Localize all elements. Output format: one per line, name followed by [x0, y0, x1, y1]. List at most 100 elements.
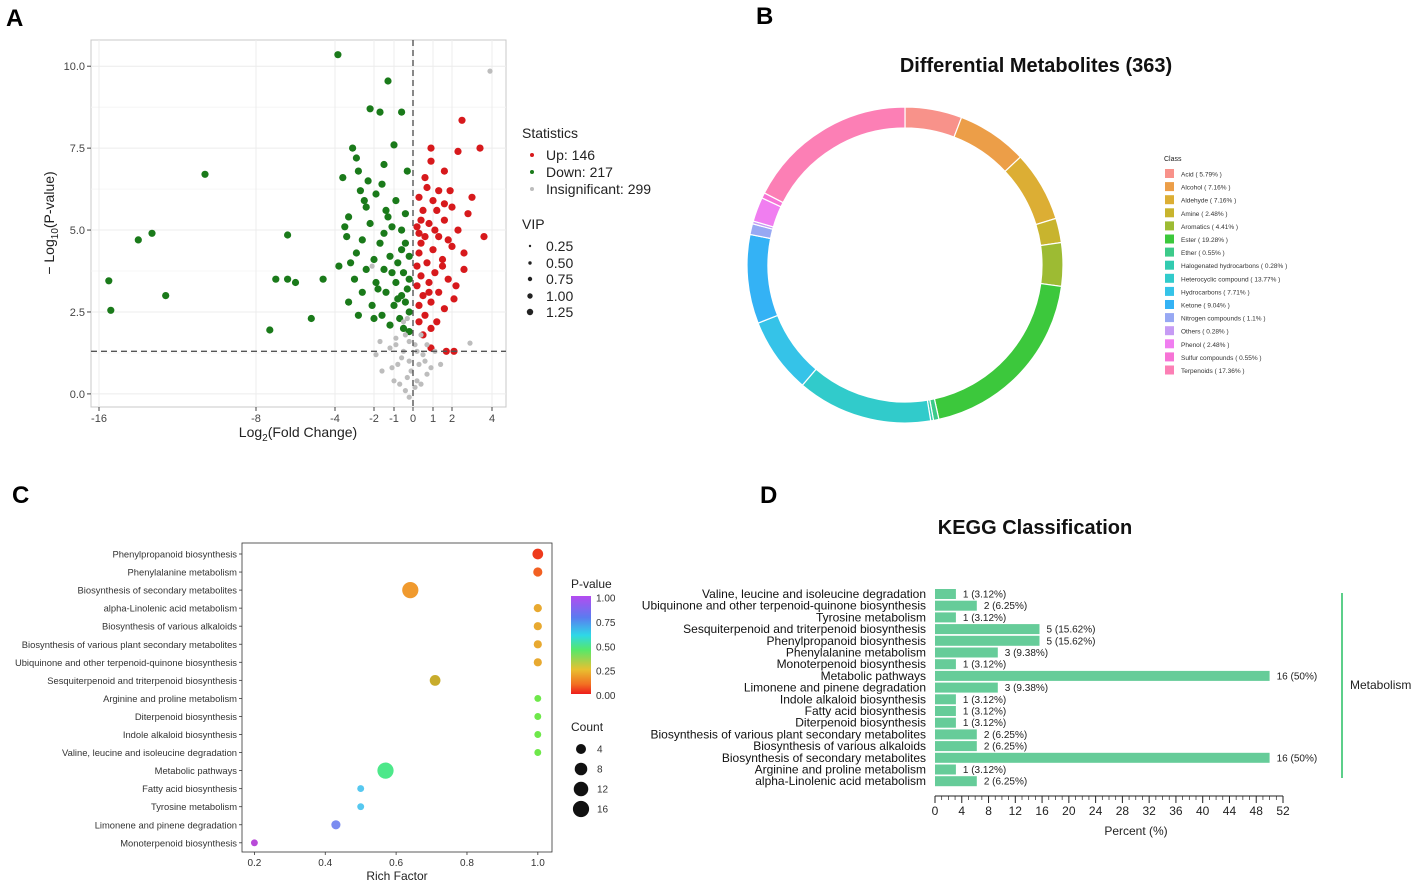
bubble-point [534, 694, 542, 702]
volcano-point [476, 144, 484, 152]
kegg-x-tick-label: 8 [985, 804, 992, 818]
kegg-bar-value: 1 (3.12%) [963, 765, 1006, 776]
volcano-point [416, 361, 422, 367]
kegg-bars: Valine, leucine and isoleucine degradati… [642, 587, 1317, 788]
kegg-x-tick-label: 44 [1223, 804, 1237, 818]
volcano-point [404, 315, 410, 322]
volcano-point [366, 219, 374, 228]
volcano-point [390, 141, 398, 149]
pvalue-tick-label: 1.00 [596, 594, 616, 605]
donut-legend-swatch [1165, 260, 1174, 270]
bubble-content: Phenylpropanoid biosynthesis Phenylalanin… [15, 549, 545, 870]
kegg-bar [935, 776, 977, 787]
donut-legend-swatch [1165, 273, 1174, 283]
volcano-x-tick-label: -8 [251, 413, 261, 425]
volcano-point [421, 311, 429, 319]
kegg-bar [935, 729, 977, 740]
kegg-bar [935, 589, 956, 599]
kegg-category-label: Limonene and pinene degradation [744, 681, 926, 695]
kegg-x-tick-label: 0 [932, 804, 939, 818]
volcano-point [427, 324, 435, 332]
volcano-point [380, 229, 388, 237]
bubble-pathway-label: Monoterpenoid biosynthesis [120, 837, 237, 848]
volcano-x-tick-label: -2 [369, 413, 379, 425]
volcano-point [405, 308, 413, 316]
volcano-point [458, 116, 466, 124]
volcano-point [378, 180, 386, 188]
kegg-x-axis: 0 4 8 12 16 20 24 28 32 36 40 44 48 52 [932, 795, 1290, 818]
volcano-point [395, 361, 401, 367]
donut-legend-label: Alcohol ( 7.16% ) [1181, 185, 1231, 192]
volcano-point [404, 374, 410, 381]
volcano-point [413, 282, 421, 290]
kegg-bar [935, 670, 1270, 681]
legend-vip-marker [528, 244, 532, 248]
bubble-point [533, 567, 543, 577]
volcano-point [384, 77, 392, 85]
volcano-legend: Statistics Up: 146 Down: 217 Insignifica… [522, 125, 651, 320]
donut-slice [1004, 156, 1057, 226]
volcano-point [454, 226, 462, 234]
kegg-category-label: alpha-Linolenic acid metabolism [755, 774, 926, 788]
volcano-point [380, 160, 388, 169]
volcano-point [335, 262, 343, 270]
donut-legend-swatch [1165, 169, 1174, 178]
bubble-point [532, 548, 544, 560]
legend-vip-label: 0.50 [546, 255, 573, 271]
kegg-category-label: Biosynthesis of various alkaloids [753, 739, 926, 753]
kegg-bar-value: 3 (9.38%) [1005, 648, 1048, 659]
volcano-point [418, 381, 424, 387]
kegg-bar-value: 1 (3.12%) [963, 695, 1006, 706]
volcano-y-tick-label: 10.0 [64, 61, 85, 73]
donut-legend-swatch [1165, 286, 1174, 296]
legend-down-marker [530, 170, 534, 174]
kegg-bar [935, 706, 956, 716]
legend-down-label: Down: 217 [546, 164, 613, 180]
volcano-point [415, 318, 423, 326]
bubble-pathway-label: Sesquiterpenoid and triterpenoid biosynt… [47, 675, 237, 686]
bubble-point [377, 762, 394, 779]
volcano-point [417, 216, 425, 224]
volcano-point [444, 236, 452, 244]
bubble-x-tick-label: 0.8 [460, 858, 474, 869]
kegg-bar-value: 5 (15.62%) [1047, 625, 1096, 636]
volcano-point [427, 144, 435, 152]
volcano-point [390, 301, 398, 309]
volcano-point [134, 236, 142, 244]
kegg-bar [935, 717, 956, 728]
count-legend-marker [576, 744, 586, 754]
volcano-x-tick-label: 4 [489, 413, 495, 425]
bubble-point [533, 604, 542, 613]
bubble-pathway-label: Fatty acid biosynthesis [142, 783, 237, 794]
volcano-point [354, 311, 362, 319]
kegg-bar [935, 635, 1040, 646]
kegg-bar-value: 5 (15.62%) [1047, 636, 1096, 647]
volcano-points [105, 51, 493, 400]
kegg-bar [935, 694, 956, 705]
volcano-point [384, 213, 392, 221]
bubble-pathway-label: Tyrosine metabolism [151, 801, 237, 812]
volcano-point [334, 51, 342, 59]
volcano-point [401, 298, 409, 306]
donut-legend-swatch [1165, 195, 1174, 205]
volcano-point [413, 262, 421, 270]
bubble-point [429, 675, 441, 686]
panel-letter-c: C [12, 482, 29, 509]
volcano-point [368, 301, 376, 309]
donut-legend-swatch [1165, 300, 1174, 309]
kegg-category-label: Phenylalanine metabolism [786, 646, 926, 660]
legend-vip-marker [527, 293, 533, 299]
donut-legend-swatch [1165, 247, 1174, 257]
volcano-point [284, 275, 292, 283]
volcano-point [412, 384, 418, 390]
volcano-point [440, 167, 448, 175]
bubble-point [533, 658, 542, 667]
volcano-point [382, 288, 390, 296]
pvalue-tick-label: 0.50 [596, 642, 616, 653]
volcano-series-insignificant [369, 68, 493, 400]
volcano-point [378, 311, 386, 319]
bubble-pathway-label: Diterpenoid biosynthesis [135, 711, 237, 722]
volcano-point [406, 358, 412, 364]
donut-legend-title: Class [1164, 156, 1182, 163]
donut-legend-label: Halogenated hydrocarbons ( 0.28% ) [1181, 263, 1287, 270]
